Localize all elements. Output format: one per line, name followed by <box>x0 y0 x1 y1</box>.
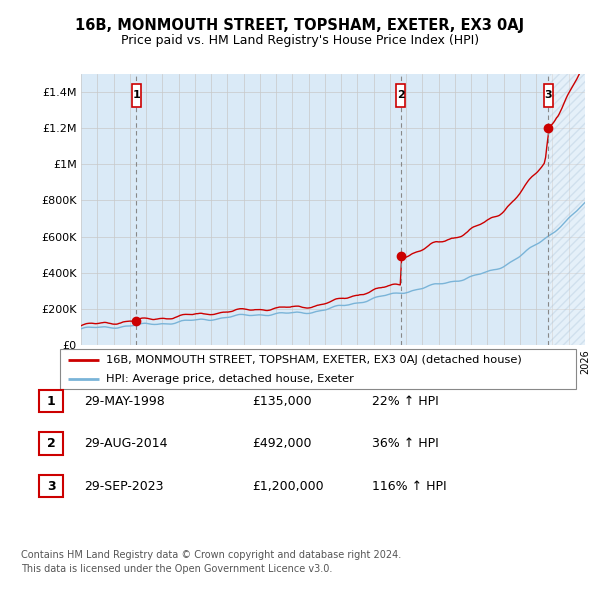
Text: 29-MAY-1998: 29-MAY-1998 <box>84 395 165 408</box>
Text: 29-SEP-2023: 29-SEP-2023 <box>84 480 163 493</box>
Text: Contains HM Land Registry data © Crown copyright and database right 2024.: Contains HM Land Registry data © Crown c… <box>21 550 401 559</box>
Text: 29-AUG-2014: 29-AUG-2014 <box>84 437 167 450</box>
Text: 16B, MONMOUTH STREET, TOPSHAM, EXETER, EX3 0AJ (detached house): 16B, MONMOUTH STREET, TOPSHAM, EXETER, E… <box>106 355 522 365</box>
Text: Price paid vs. HM Land Registry's House Price Index (HPI): Price paid vs. HM Land Registry's House … <box>121 34 479 47</box>
FancyBboxPatch shape <box>396 84 405 107</box>
Text: 2: 2 <box>47 437 55 450</box>
Text: £135,000: £135,000 <box>252 395 311 408</box>
Text: £492,000: £492,000 <box>252 437 311 450</box>
Text: 116% ↑ HPI: 116% ↑ HPI <box>372 480 446 493</box>
Text: 3: 3 <box>545 90 552 100</box>
Text: £1,200,000: £1,200,000 <box>252 480 323 493</box>
Text: 3: 3 <box>47 480 55 493</box>
FancyBboxPatch shape <box>132 84 141 107</box>
Text: 2: 2 <box>397 90 404 100</box>
Text: 1: 1 <box>133 90 140 100</box>
Text: 16B, MONMOUTH STREET, TOPSHAM, EXETER, EX3 0AJ: 16B, MONMOUTH STREET, TOPSHAM, EXETER, E… <box>76 18 524 32</box>
Text: HPI: Average price, detached house, Exeter: HPI: Average price, detached house, Exet… <box>106 373 355 384</box>
Text: 1: 1 <box>47 395 55 408</box>
Text: 36% ↑ HPI: 36% ↑ HPI <box>372 437 439 450</box>
FancyBboxPatch shape <box>60 349 576 389</box>
Text: 22% ↑ HPI: 22% ↑ HPI <box>372 395 439 408</box>
FancyBboxPatch shape <box>544 84 553 107</box>
Text: This data is licensed under the Open Government Licence v3.0.: This data is licensed under the Open Gov… <box>21 565 332 574</box>
